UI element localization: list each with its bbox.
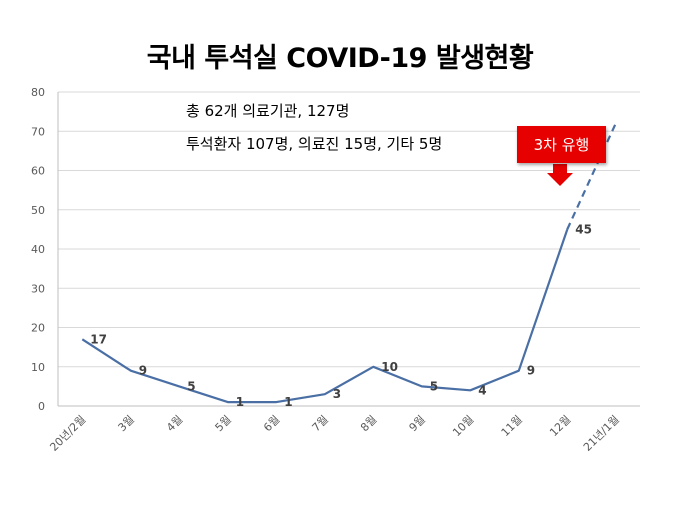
data-label-4: 1: [284, 395, 292, 409]
callout-third-wave: 3차 유행: [517, 126, 606, 163]
data-label-10: 45: [575, 222, 592, 236]
y-tick-80: 80: [31, 86, 45, 99]
y-tick-labels: 0 10 20 30 40 50 60 70 80: [31, 86, 45, 413]
data-label-7: 5: [430, 379, 438, 393]
y-tick-0: 0: [38, 400, 45, 413]
y-tick-40: 40: [31, 243, 45, 256]
data-label-1: 9: [139, 364, 147, 378]
axes: [57, 92, 640, 407]
x-tick-7: 9월: [407, 413, 428, 434]
x-tick-11: 21년/1월: [581, 413, 622, 454]
x-tick-1: 3월: [116, 413, 137, 434]
grid-lines: [58, 91, 640, 368]
projection-line: [566, 122, 617, 230]
series-line: [81, 229, 569, 404]
arrow-down-icon: [547, 164, 573, 186]
x-tick-labels: 20년/2월 3월 4월 5월 6월 7월 8월 9월 10월 11월 12월 21년/1월: [47, 413, 621, 454]
data-label-5: 3: [333, 387, 341, 401]
annotation-total: 총 62개 의료기관, 127명: [186, 102, 350, 120]
x-tick-8: 10월: [450, 413, 476, 439]
data-label-2: 5: [187, 379, 195, 393]
y-tick-10: 10: [31, 361, 45, 374]
y-tick-20: 20: [31, 322, 45, 335]
x-tick-2: 4월: [164, 413, 185, 434]
callout-arrow: [547, 164, 573, 186]
data-label-3: 1: [236, 395, 244, 409]
data-label-0: 17: [90, 332, 107, 346]
data-labels: 17 9 5 1 1 3 10 5 4 9 45: [90, 222, 592, 409]
series: [81, 122, 617, 404]
data-label-6: 10: [381, 360, 398, 374]
y-tick-50: 50: [31, 204, 45, 217]
data-label-9: 9: [527, 364, 535, 378]
x-tick-6: 8월: [358, 413, 379, 434]
x-tick-10: 12월: [547, 413, 573, 439]
x-tick-9: 11월: [499, 413, 525, 439]
x-tick-0: 20년/2월: [47, 413, 88, 454]
x-tick-5: 7월: [310, 413, 331, 434]
x-tick-4: 6월: [261, 413, 282, 434]
y-tick-30: 30: [31, 282, 45, 295]
data-label-8: 4: [478, 383, 486, 397]
x-tick-3: 5월: [213, 413, 234, 434]
y-tick-70: 70: [31, 125, 45, 138]
y-tick-60: 60: [31, 165, 45, 178]
chart-title: 국내 투석실 COVID-19 발생현황: [146, 43, 534, 74]
annotation-breakdown: 투석환자 107명, 의료진 15명, 기타 5명: [186, 135, 443, 153]
